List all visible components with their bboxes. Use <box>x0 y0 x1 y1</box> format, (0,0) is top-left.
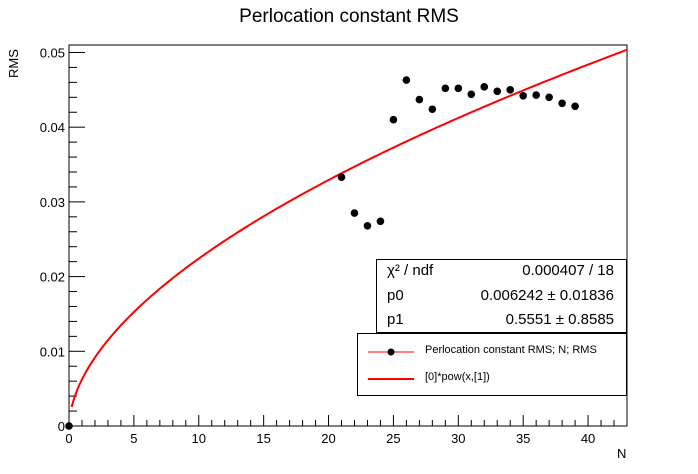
y-tick-label: 0.03 <box>40 195 65 210</box>
x-tick-label: 35 <box>516 431 530 446</box>
data-point <box>65 422 73 430</box>
data-point <box>415 95 424 104</box>
data-point <box>480 83 489 91</box>
chart-title: Perlocation constant RMS <box>239 6 459 27</box>
x-tick-label: 30 <box>451 431 465 446</box>
data-point <box>337 173 346 182</box>
x-tick-label: 5 <box>130 431 137 446</box>
legend-entry-fit: [0]*pow(x,[1]) <box>358 366 626 390</box>
x-tick-label: 0 <box>65 431 72 446</box>
data-point <box>558 99 566 108</box>
legend-entry-data: Perlocation constant RMS; N; RMS <box>358 339 626 363</box>
tick-labels: 0 5 10 15 20 25 30 35 40 0 0.01 0.02 0.03 0.04 0.05 <box>40 45 596 446</box>
stats-key: p0 <box>387 287 404 304</box>
data-points <box>65 76 579 430</box>
data-point <box>532 91 540 99</box>
data-point <box>506 86 515 94</box>
axes <box>68 44 628 427</box>
data-point <box>363 221 372 230</box>
data-point <box>402 76 411 84</box>
y-tick-label: 0.05 <box>40 45 65 60</box>
data-point <box>493 87 502 96</box>
data-point <box>376 217 385 226</box>
x-tick-label: 10 <box>192 431 206 446</box>
fit-curve <box>70 48 628 408</box>
x-tick-label: 15 <box>256 431 270 446</box>
legend-marker-point <box>368 348 414 356</box>
legend: Perlocation constant RMS; N; RMS [0]*pow… <box>357 333 627 396</box>
legend-label: [0]*pow(x,[1]) <box>425 371 490 383</box>
y-tick-label: 0.04 <box>40 120 65 135</box>
stats-row-p0: p0 0.006242 ± 0.01836 <box>377 285 626 309</box>
stats-value: 0.5551 ± 0.8585 <box>505 311 614 328</box>
stats-row-p1: p1 0.5551 ± 0.8585 <box>377 309 626 333</box>
x-tick-label: 20 <box>321 431 335 446</box>
stats-key: p1 <box>387 311 404 328</box>
data-point <box>350 209 359 217</box>
data-point <box>571 102 579 111</box>
legend-marker-line <box>368 378 414 380</box>
data-point <box>519 92 527 100</box>
fit-stats-box: χ² / ndf 0.000407 / 18 p0 0.006242 ± 0.0… <box>376 259 627 333</box>
legend-label: Perlocation constant RMS; N; RMS <box>425 344 597 356</box>
x-tick-label: 40 <box>581 431 595 446</box>
x-tick-label: 25 <box>386 431 400 446</box>
data-point <box>389 115 398 124</box>
axis-ticks <box>68 51 628 427</box>
stats-value: 0.006242 ± 0.01836 <box>480 287 614 304</box>
stats-row-chi2: χ² / ndf 0.000407 / 18 <box>377 260 626 284</box>
stats-key: χ² / ndf <box>387 262 434 279</box>
y-tick-label: 0.02 <box>40 270 65 285</box>
x-axis-label: N <box>617 446 627 461</box>
data-point <box>428 105 437 114</box>
data-point <box>545 93 553 102</box>
y-tick-label: 0 <box>58 419 65 434</box>
y-axis-label: RMS <box>6 49 21 78</box>
y-tick-label: 0.01 <box>40 344 65 359</box>
plot-frame <box>68 44 628 427</box>
data-point <box>454 84 463 93</box>
data-point <box>467 90 476 99</box>
data-point <box>441 84 450 93</box>
stats-value: 0.000407 / 18 <box>522 262 614 279</box>
